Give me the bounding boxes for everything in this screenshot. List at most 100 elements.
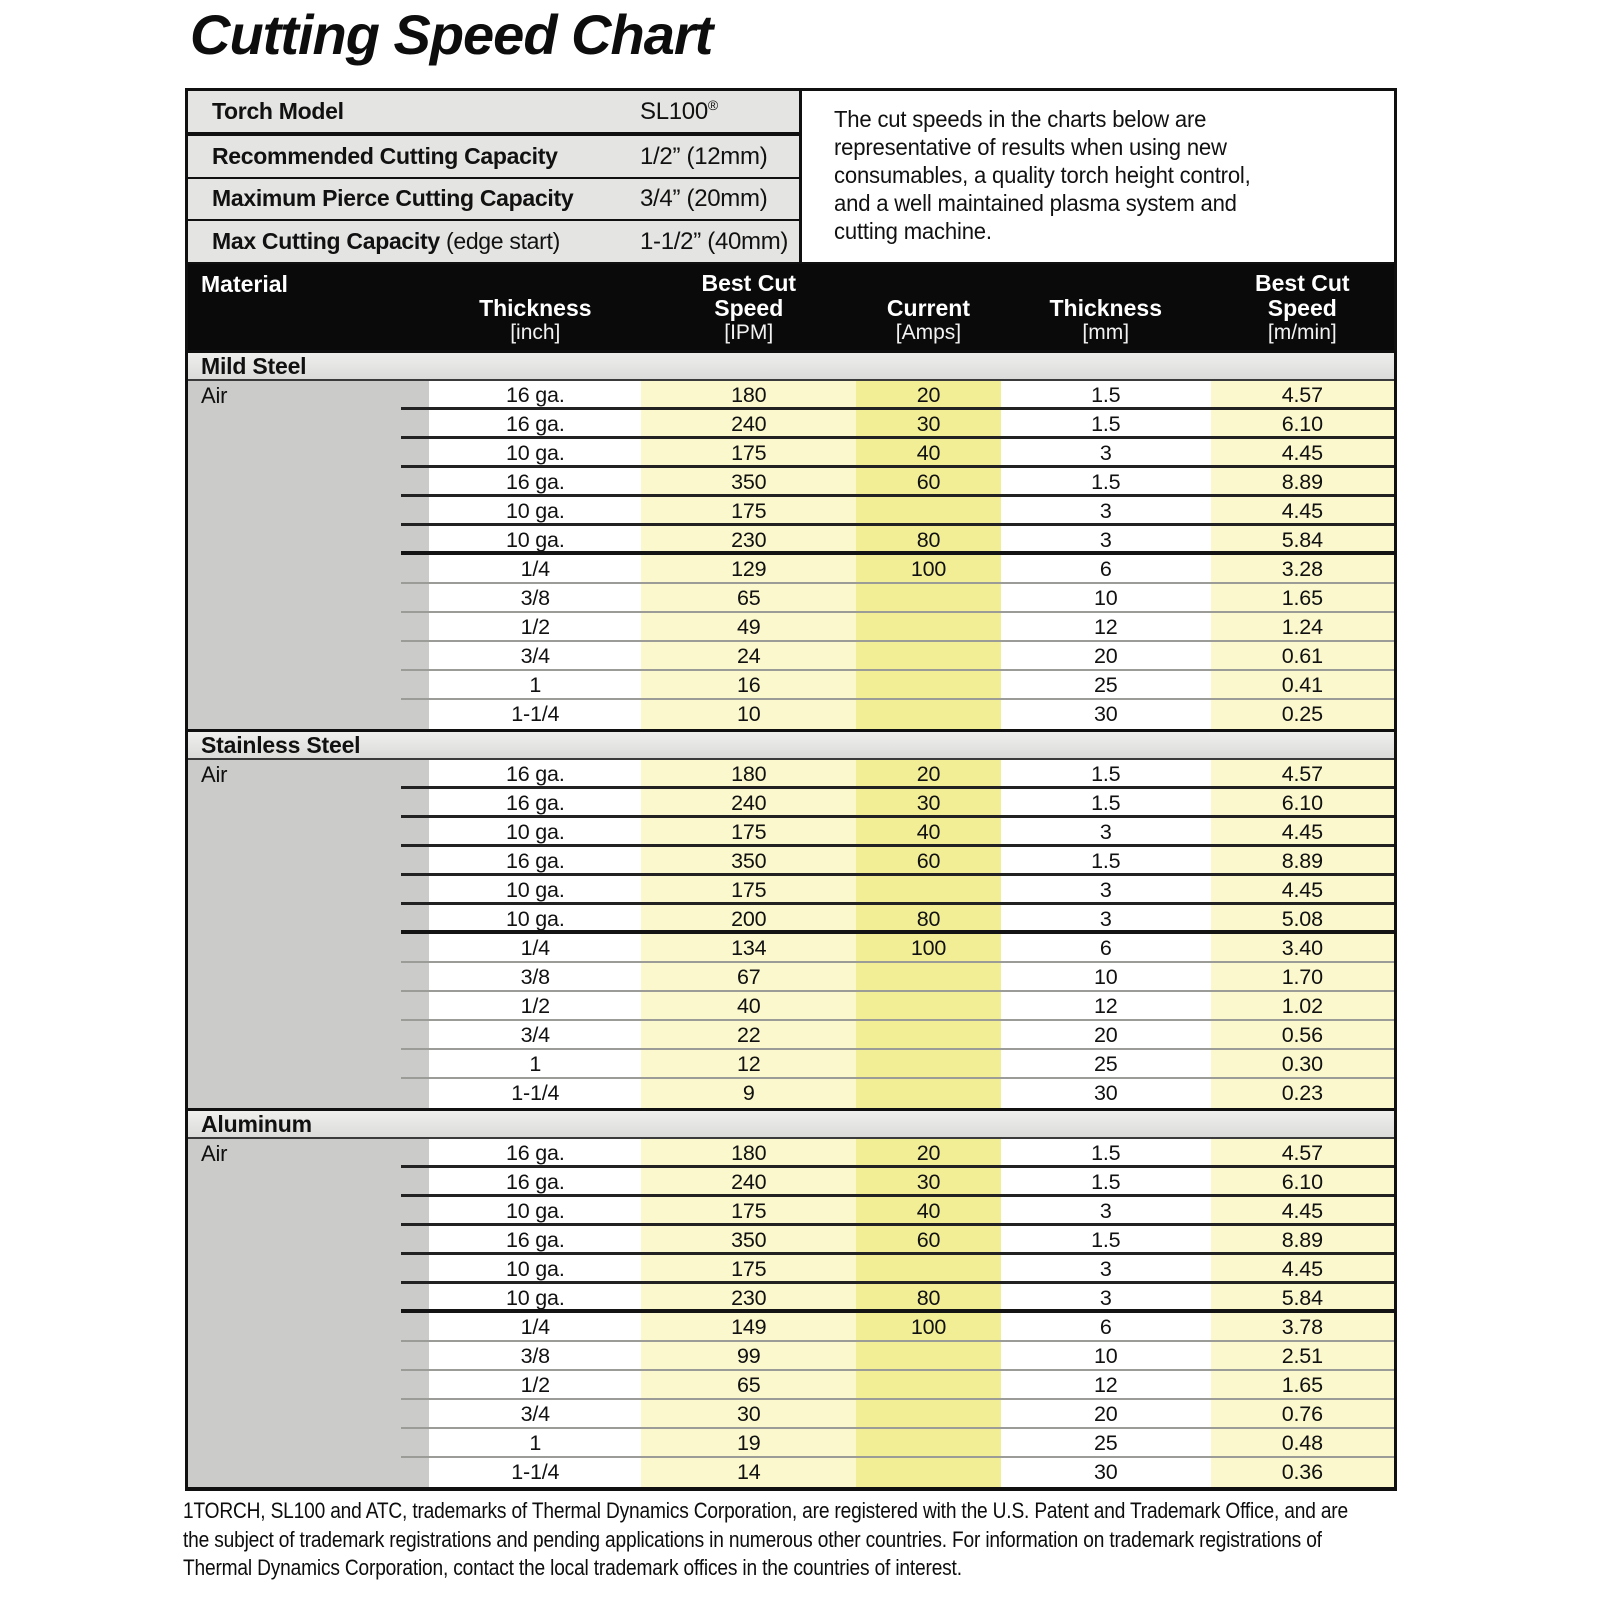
cell-speed-ipm: 14 bbox=[641, 1458, 857, 1487]
cell-speed-m-min: 6.10 bbox=[1210, 410, 1394, 439]
table-row: 10 ga. 175 40 3 4.45 bbox=[188, 439, 1394, 468]
table-row: 16 ga. 240 30 1.5 6.10 bbox=[188, 410, 1394, 439]
cell-speed-m-min: 0.30 bbox=[1210, 1050, 1394, 1079]
gas-column-fill bbox=[188, 410, 430, 439]
cell-thickness-inch: 16 ga. bbox=[506, 791, 565, 815]
cell-current-amps: 20 bbox=[856, 760, 1001, 789]
section-header-mild-steel: Mild Steel bbox=[188, 350, 1394, 381]
gas-column-fill bbox=[188, 934, 430, 963]
gas-column-fill bbox=[188, 1400, 430, 1429]
row-separator bbox=[401, 611, 1394, 613]
cell-thickness-mm: 6 bbox=[1099, 1315, 1112, 1339]
gas-column-fill bbox=[188, 1313, 430, 1342]
cell-speed-ipm: 180 bbox=[641, 760, 857, 789]
row-separator bbox=[401, 436, 1394, 439]
spec-label: Max Cutting Capacity (edge start) bbox=[212, 228, 560, 255]
table-row: 16 ga. 240 30 1.5 6.10 bbox=[188, 789, 1394, 818]
cell-speed-m-min: 4.45 bbox=[1210, 876, 1394, 905]
table-row: 1/4 129 100 6 3.28 bbox=[188, 555, 1394, 584]
cell-current-amps bbox=[856, 1371, 1001, 1400]
cell-speed-ipm: 134 bbox=[641, 934, 857, 963]
cell-thickness-inch: 10 ga. bbox=[506, 528, 565, 552]
row-separator bbox=[401, 1281, 1394, 1284]
row-separator bbox=[401, 698, 1394, 700]
cell-thickness-mm: 1.5 bbox=[1091, 1170, 1121, 1194]
cell-current-amps bbox=[856, 963, 1001, 992]
cell-thickness-mm: 6 bbox=[1099, 557, 1112, 581]
gas-label: Air bbox=[188, 381, 430, 410]
table-row: 16 ga. 350 60 1.5 8.89 bbox=[188, 1226, 1394, 1255]
row-separator bbox=[401, 990, 1394, 992]
cell-thickness-mm: 3 bbox=[1099, 907, 1112, 931]
row-separator bbox=[401, 551, 1394, 555]
page-title: Cutting Speed Chart bbox=[190, 3, 713, 66]
column-header-best-cut-speed-ipm: Best Cut Speed [IPM] bbox=[701, 270, 797, 345]
gas-column-fill bbox=[188, 847, 430, 876]
cell-thickness-mm: 30 bbox=[1093, 1460, 1118, 1484]
row-separator bbox=[401, 669, 1394, 671]
cell-current-amps: 60 bbox=[856, 1226, 1001, 1255]
cell-speed-ipm: 230 bbox=[641, 1284, 857, 1313]
cell-thickness-inch: 1 bbox=[529, 1052, 542, 1076]
cell-thickness-inch: 10 ga. bbox=[506, 1286, 565, 1310]
cell-speed-m-min: 8.89 bbox=[1210, 468, 1394, 497]
table-row: 1/2 65 12 1.65 bbox=[188, 1371, 1394, 1400]
table-row: Air 16 ga. 180 20 1.5 4.57 bbox=[188, 760, 1394, 789]
table-row: 1-1/4 14 30 0.36 bbox=[188, 1458, 1394, 1487]
cell-current-amps bbox=[856, 497, 1001, 526]
cell-speed-m-min: 3.28 bbox=[1210, 555, 1394, 584]
cell-speed-m-min: 5.08 bbox=[1210, 905, 1394, 934]
cell-current-amps: 30 bbox=[856, 1168, 1001, 1197]
gas-column-fill bbox=[188, 905, 430, 934]
gas-column-fill bbox=[188, 613, 430, 642]
cell-thickness-mm: 1.5 bbox=[1091, 1141, 1121, 1165]
cell-thickness-inch: 1/4 bbox=[520, 557, 550, 581]
cell-current-amps: 80 bbox=[856, 526, 1001, 555]
cell-current-amps: 40 bbox=[856, 439, 1001, 468]
cell-current-amps bbox=[856, 613, 1001, 642]
cell-speed-ipm: 240 bbox=[641, 1168, 857, 1197]
cell-speed-ipm: 65 bbox=[641, 1371, 857, 1400]
cell-thickness-inch: 10 ga. bbox=[506, 1199, 565, 1223]
cell-speed-ipm: 175 bbox=[641, 818, 857, 847]
cell-speed-m-min: 4.45 bbox=[1210, 1197, 1394, 1226]
table-row: 1 12 25 0.30 bbox=[188, 1050, 1394, 1079]
table-row: 3/4 24 20 0.61 bbox=[188, 642, 1394, 671]
table-row: 16 ga. 240 30 1.5 6.10 bbox=[188, 1168, 1394, 1197]
cell-current-amps bbox=[856, 584, 1001, 613]
cell-thickness-mm: 30 bbox=[1093, 1081, 1118, 1105]
cell-thickness-inch: 1/4 bbox=[520, 1315, 550, 1339]
column-header-thickness-mm: Thickness [mm] bbox=[1049, 295, 1162, 345]
cell-thickness-mm: 10 bbox=[1093, 1344, 1118, 1368]
cell-thickness-mm: 20 bbox=[1093, 1023, 1118, 1047]
table-row: 1/2 40 12 1.02 bbox=[188, 992, 1394, 1021]
cutting-speed-table: Material Thickness [inch] Best Cut Speed… bbox=[185, 264, 1397, 1491]
cell-current-amps: 30 bbox=[856, 410, 1001, 439]
gas-column-fill bbox=[188, 439, 430, 468]
cell-speed-m-min: 4.45 bbox=[1210, 818, 1394, 847]
table-row: 3/8 67 10 1.70 bbox=[188, 963, 1394, 992]
cell-thickness-inch: 3/4 bbox=[520, 644, 550, 668]
cell-speed-m-min: 3.40 bbox=[1210, 934, 1394, 963]
spec-label: Torch Model bbox=[212, 97, 344, 124]
gas-column-fill bbox=[188, 963, 430, 992]
gas-column-fill bbox=[188, 1284, 430, 1313]
cell-current-amps bbox=[856, 1021, 1001, 1050]
table-row: 1-1/4 9 30 0.23 bbox=[188, 1079, 1394, 1108]
cell-thickness-mm: 3 bbox=[1099, 1199, 1112, 1223]
table-row: 10 ga. 200 80 3 5.08 bbox=[188, 905, 1394, 934]
note-panel: The cut speeds in the charts below are r… bbox=[802, 91, 1394, 262]
cell-speed-m-min: 1.02 bbox=[1210, 992, 1394, 1021]
table-row: Air 16 ga. 180 20 1.5 4.57 bbox=[188, 1139, 1394, 1168]
spec-row-max-capacity-edge-start: Max Cutting Capacity (edge start) 1-1/2”… bbox=[188, 221, 799, 262]
gas-column-fill bbox=[188, 1255, 430, 1284]
spec-label: Recommended Cutting Capacity bbox=[212, 142, 558, 169]
cell-speed-m-min: 2.51 bbox=[1210, 1342, 1394, 1371]
table-row: 3/8 99 10 2.51 bbox=[188, 1342, 1394, 1371]
cell-speed-ipm: 149 bbox=[641, 1313, 857, 1342]
cell-thickness-mm: 12 bbox=[1093, 615, 1118, 639]
cell-thickness-inch: 1/2 bbox=[520, 615, 550, 639]
section-rows-mild-steel: Air 16 ga. 180 20 1.5 4.57 16 ga. 240 30 1.5 6.10 1… bbox=[188, 381, 1394, 729]
cell-speed-ipm: 65 bbox=[641, 584, 857, 613]
cell-speed-ipm: 40 bbox=[641, 992, 857, 1021]
